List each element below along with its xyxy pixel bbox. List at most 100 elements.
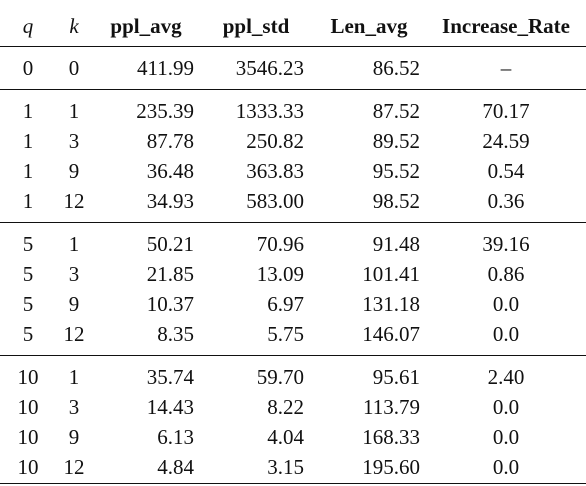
header-k: k [56, 6, 92, 47]
cell-q: 1 [22, 129, 34, 153]
cell-ppl-avg: 411.99 [137, 56, 194, 80]
cell-ppl-avg: 4.84 [157, 455, 194, 479]
cell-ppl-avg: 235.39 [92, 89, 200, 126]
cell-k: 9 [68, 425, 80, 449]
cell-k: 3 [68, 395, 80, 419]
cell-q: 0 [22, 56, 34, 80]
cell-ppl-avg: 14.43 [146, 395, 194, 419]
cell-ppl-std: 5.75 [267, 322, 304, 346]
cell-k: 9 [68, 159, 80, 183]
cell-increase-rate: 0.0 [492, 425, 520, 449]
table-row: 1 12 34.93 583.00 98.52 0.36 [0, 186, 586, 223]
cell-k: 9 [68, 292, 80, 316]
cell-len-avg: 98.52 [372, 189, 420, 213]
cell-ppl-std: 8.22 [267, 395, 304, 419]
cell-q: 10 [17, 425, 39, 449]
cell-len-avg: 87.52 [312, 89, 426, 126]
cell-increase-rate: 0.0 [492, 322, 520, 346]
header-q: q [0, 6, 56, 47]
cell-increase-rate: 0.0 [492, 455, 520, 479]
group-q5: 5 1 50.21 70.96 91.48 39.16 5 3 21.85 13… [0, 222, 586, 356]
cell-k: 1 [56, 222, 92, 259]
cell-len-avg: 168.33 [362, 425, 420, 449]
cell-increase-rate: – [500, 56, 512, 80]
header-ppl-std: ppl_std [200, 6, 312, 47]
cell-ppl-avg: 87.78 [146, 129, 194, 153]
header-increase-rate: Increase_Rate [426, 6, 586, 47]
cell-k: 0 [68, 56, 80, 80]
cell-ppl-avg: 8.35 [157, 322, 194, 346]
group-q1: 1 1 235.39 1333.33 87.52 70.17 1 3 87.78… [0, 89, 586, 223]
group-baseline: 0 0 411.99 3546.23 86.52 – [0, 47, 586, 90]
cell-ppl-avg: 34.93 [146, 189, 194, 213]
cell-increase-rate: 24.59 [482, 129, 530, 153]
cell-k: 12 [63, 455, 85, 479]
cell-increase-rate: 39.16 [426, 222, 586, 259]
cell-k: 12 [63, 189, 85, 213]
cell-increase-rate: 2.40 [426, 355, 586, 392]
cell-len-avg: 146.07 [362, 322, 420, 346]
table-row: 10 1 35.74 59.70 95.61 2.40 [0, 355, 586, 392]
table-row: 1 3 87.78 250.82 89.52 24.59 [0, 126, 586, 156]
cell-len-avg: 113.79 [363, 395, 420, 419]
cell-ppl-std: 4.04 [267, 425, 304, 449]
cell-ppl-std: 59.70 [200, 355, 312, 392]
cell-q: 1 [22, 159, 34, 183]
cell-ppl-std: 363.83 [246, 159, 304, 183]
table-row: 1 1 235.39 1333.33 87.52 70.17 [0, 89, 586, 126]
cell-k: 12 [63, 322, 85, 346]
cell-increase-rate: 0.86 [487, 262, 525, 286]
cell-len-avg: 195.60 [362, 455, 420, 479]
cell-ppl-std: 70.96 [200, 222, 312, 259]
cell-q: 10 [0, 355, 56, 392]
cell-increase-rate: 0.0 [492, 395, 520, 419]
table-row: 5 3 21.85 13.09 101.41 0.86 [0, 259, 586, 289]
cell-len-avg: 95.52 [372, 159, 420, 183]
results-table: q k ppl_avg ppl_std Len_avg Increase_Rat… [0, 6, 586, 482]
table-row: 10 9 6.13 4.04 168.33 0.0 [0, 422, 586, 452]
cell-ppl-std: 13.09 [256, 262, 304, 286]
cell-ppl-avg: 10.37 [146, 292, 194, 316]
table-bottom-rule [0, 483, 586, 484]
cell-q: 10 [17, 455, 39, 479]
cell-ppl-std: 583.00 [246, 189, 304, 213]
cell-k: 3 [68, 129, 80, 153]
cell-q: 5 [22, 292, 34, 316]
cell-q: 10 [17, 395, 39, 419]
cell-q: 1 [0, 89, 56, 126]
cell-ppl-avg: 21.85 [146, 262, 194, 286]
cell-ppl-std: 1333.33 [200, 89, 312, 126]
cell-q: 5 [0, 222, 56, 259]
cell-ppl-avg: 36.48 [146, 159, 194, 183]
table-row: 10 12 4.84 3.15 195.60 0.0 [0, 452, 586, 482]
cell-len-avg: 89.52 [372, 129, 420, 153]
cell-ppl-std: 3546.23 [235, 56, 304, 80]
cell-increase-rate: 0.0 [492, 292, 520, 316]
cell-k: 1 [56, 89, 92, 126]
cell-increase-rate: 70.17 [426, 89, 586, 126]
table-row: 1 9 36.48 363.83 95.52 0.54 [0, 156, 586, 186]
cell-ppl-std: 6.97 [267, 292, 304, 316]
table-row: 0 0 411.99 3546.23 86.52 – [0, 47, 586, 90]
cell-len-avg: 101.41 [362, 262, 420, 286]
cell-len-avg: 91.48 [312, 222, 426, 259]
cell-len-avg: 95.61 [312, 355, 426, 392]
header-ppl-avg: ppl_avg [92, 6, 200, 47]
table-row: 10 3 14.43 8.22 113.79 0.0 [0, 392, 586, 422]
table-row: 5 9 10.37 6.97 131.18 0.0 [0, 289, 586, 319]
cell-ppl-std: 3.15 [267, 455, 304, 479]
cell-len-avg: 131.18 [362, 292, 420, 316]
cell-ppl-avg: 35.74 [92, 355, 200, 392]
cell-increase-rate: 0.54 [487, 159, 525, 183]
cell-ppl-avg: 50.21 [92, 222, 200, 259]
cell-k: 3 [68, 262, 80, 286]
table-row: 5 1 50.21 70.96 91.48 39.16 [0, 222, 586, 259]
cell-q: 1 [22, 189, 34, 213]
cell-len-avg: 86.52 [372, 56, 420, 80]
table-row: 5 12 8.35 5.75 146.07 0.0 [0, 319, 586, 356]
cell-q: 5 [22, 322, 34, 346]
cell-ppl-std: 250.82 [246, 129, 304, 153]
header-row: q k ppl_avg ppl_std Len_avg Increase_Rat… [0, 6, 586, 47]
cell-q: 5 [22, 262, 34, 286]
